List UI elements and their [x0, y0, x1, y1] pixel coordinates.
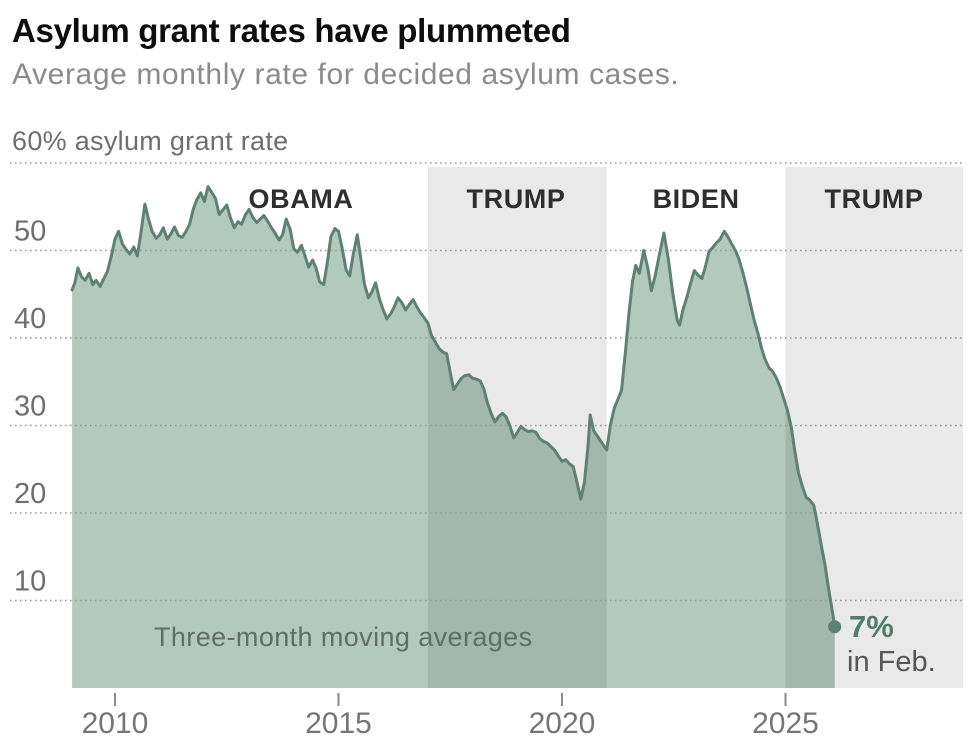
y-tick-label-50: 50: [14, 216, 46, 248]
presidency-band-trump-1: [427, 167, 607, 688]
x-tick-label-2015: 2015: [305, 707, 372, 740]
y-axis-top-label: 60% asylum grant rate: [12, 126, 289, 156]
x-tick-label-2025: 2025: [752, 707, 819, 740]
moving-average-note: Three-month moving averages: [154, 622, 532, 652]
x-tick-label-2020: 2020: [529, 707, 596, 740]
presidency-label-obama-0: OBAMA: [249, 184, 354, 214]
end-point-marker: [828, 620, 842, 634]
chart-subtitle: Average monthly rate for decided asylum …: [12, 58, 680, 91]
rate-area-fill: [72, 186, 835, 688]
chart-title: Asylum grant rates have plummeted: [12, 12, 571, 49]
rate-line: [70, 185, 837, 629]
presidency-label-trump-3: TRUMP: [825, 184, 924, 214]
presidency-label-biden-2: BIDEN: [653, 184, 740, 214]
y-tick-label-40: 40: [14, 303, 46, 335]
end-value-label: 7%: [849, 609, 894, 644]
y-tick-label-20: 20: [14, 478, 46, 510]
x-tick-label-2010: 2010: [82, 707, 149, 740]
y-tick-label-30: 30: [14, 391, 46, 423]
presidency-label-trump-1: TRUMP: [467, 184, 566, 214]
y-tick-label-10: 10: [14, 566, 46, 598]
end-date-label: in Feb.: [847, 646, 936, 678]
